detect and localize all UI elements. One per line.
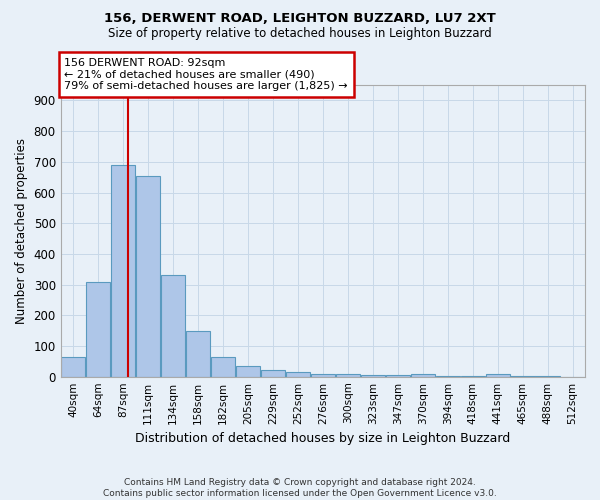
Text: Size of property relative to detached houses in Leighton Buzzard: Size of property relative to detached ho… xyxy=(108,28,492,40)
Y-axis label: Number of detached properties: Number of detached properties xyxy=(15,138,28,324)
Bar xyxy=(386,375,410,376)
Text: 156, DERWENT ROAD, LEIGHTON BUZZARD, LU7 2XT: 156, DERWENT ROAD, LEIGHTON BUZZARD, LU7… xyxy=(104,12,496,26)
Bar xyxy=(61,356,85,376)
Bar xyxy=(111,165,135,376)
Bar xyxy=(410,374,435,376)
Text: Contains HM Land Registry data © Crown copyright and database right 2024.
Contai: Contains HM Land Registry data © Crown c… xyxy=(103,478,497,498)
Bar xyxy=(335,374,360,376)
Bar xyxy=(136,176,160,376)
Bar xyxy=(485,374,510,376)
Bar xyxy=(361,375,385,376)
Bar xyxy=(211,356,235,376)
Bar xyxy=(261,370,285,376)
Text: 156 DERWENT ROAD: 92sqm
← 21% of detached houses are smaller (490)
79% of semi-d: 156 DERWENT ROAD: 92sqm ← 21% of detache… xyxy=(64,58,348,91)
Bar xyxy=(161,276,185,376)
Bar xyxy=(86,282,110,376)
Bar xyxy=(236,366,260,376)
Bar xyxy=(311,374,335,376)
X-axis label: Distribution of detached houses by size in Leighton Buzzard: Distribution of detached houses by size … xyxy=(135,432,511,445)
Bar xyxy=(186,330,210,376)
Bar xyxy=(286,372,310,376)
